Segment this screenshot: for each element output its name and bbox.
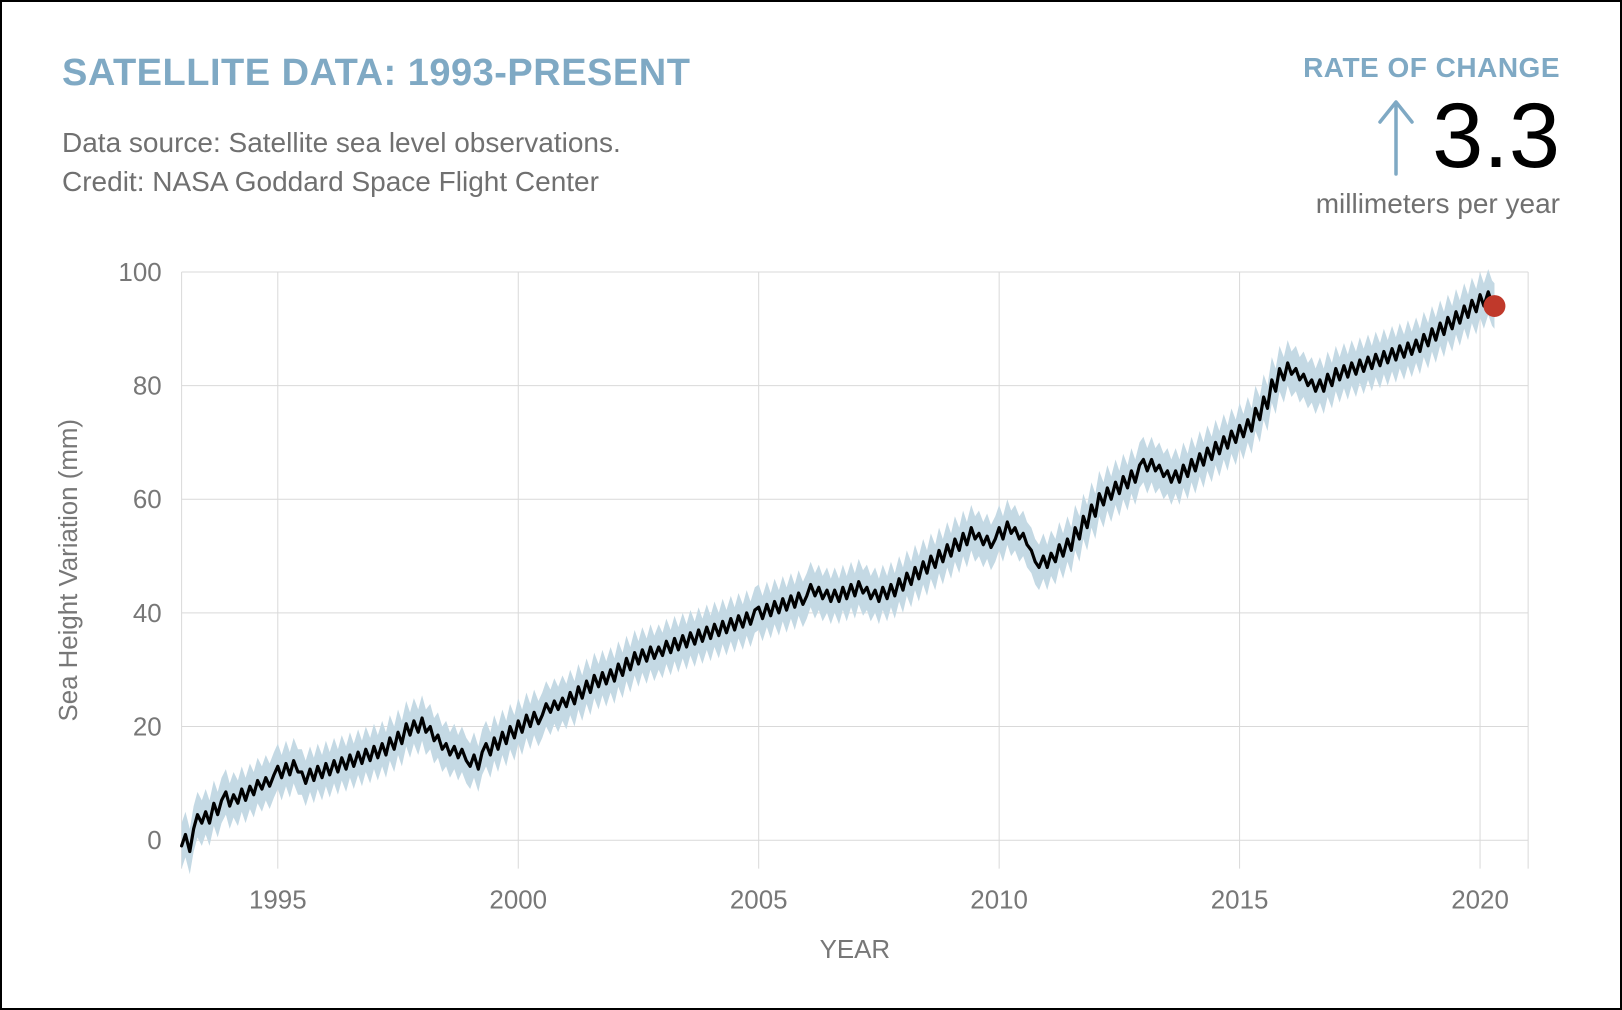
svg-text:60: 60 — [133, 486, 162, 514]
chart-subtitle: Data source: Satellite sea level observa… — [62, 123, 1180, 201]
chart-frame: SATELLITE DATA: 1993-PRESENT Data source… — [0, 0, 1622, 1010]
svg-text:40: 40 — [133, 600, 162, 628]
svg-text:2020: 2020 — [1451, 886, 1509, 914]
svg-text:0: 0 — [147, 827, 161, 855]
chart-title: SATELLITE DATA: 1993-PRESENT — [62, 52, 1180, 95]
rate-value: 3.3 — [1432, 90, 1560, 182]
rate-panel: RATE OF CHANGE 3.3 millimeters per year — [1180, 52, 1560, 220]
credit-line: Credit: NASA Goddard Space Flight Center — [62, 166, 599, 197]
header-left: SATELLITE DATA: 1993-PRESENT Data source… — [62, 52, 1180, 201]
svg-text:2000: 2000 — [489, 886, 547, 914]
svg-text:20: 20 — [133, 714, 162, 742]
rate-value-row: 3.3 — [1180, 90, 1560, 182]
rate-label: RATE OF CHANGE — [1180, 52, 1560, 84]
source-line: Data source: Satellite sea level observa… — [62, 127, 621, 158]
svg-text:2010: 2010 — [970, 886, 1028, 914]
svg-text:1995: 1995 — [249, 886, 307, 914]
svg-text:2015: 2015 — [1211, 886, 1269, 914]
header: SATELLITE DATA: 1993-PRESENT Data source… — [62, 52, 1560, 220]
svg-text:80: 80 — [133, 373, 162, 401]
svg-text:2005: 2005 — [730, 886, 788, 914]
svg-text:YEAR: YEAR — [820, 936, 891, 964]
chart-area: 1995 2000 2005 2010 2015 2020 0 20 40 60 80 100 YEAR… — [32, 262, 1580, 978]
svg-text:100: 100 — [118, 262, 161, 287]
arrow-up-icon — [1374, 96, 1418, 176]
chart-svg: 1995 2000 2005 2010 2015 2020 0 20 40 60 80 100 YEAR… — [32, 262, 1580, 978]
svg-text:Sea Height Variation (mm): Sea Height Variation (mm) — [55, 419, 83, 721]
rate-unit: millimeters per year — [1180, 188, 1560, 220]
